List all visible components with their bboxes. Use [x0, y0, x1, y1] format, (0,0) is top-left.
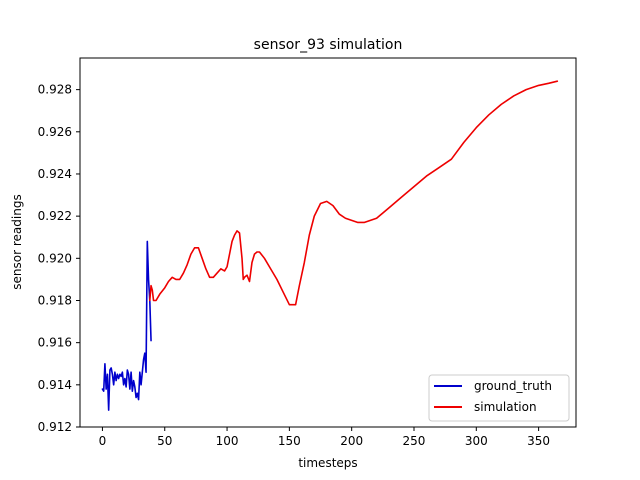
x-tick-label: 200	[340, 434, 363, 448]
y-tick-label: 0.918	[38, 293, 72, 307]
y-tick-label: 0.914	[38, 378, 72, 392]
y-tick-label: 0.926	[38, 125, 72, 139]
x-axis-ticks: 0 50 100 150 200 250 300 350	[99, 427, 550, 448]
series-line-simulation	[148, 80, 559, 306]
series-line-ground-truth	[101, 240, 152, 411]
x-tick-label: 150	[278, 434, 301, 448]
x-tick-label: 350	[527, 434, 550, 448]
y-axis-ticks: 0.912 0.914 0.916 0.918 0.920 0.922 0.924 0.926…	[38, 83, 80, 434]
legend-box	[428, 374, 570, 422]
x-tick-label: 250	[403, 434, 426, 448]
chart-title: sensor_93 simulation	[254, 37, 403, 53]
y-tick-label: 0.920	[38, 251, 72, 265]
legend-label-ground-truth: ground_truth	[474, 379, 552, 393]
y-tick-label: 0.916	[38, 336, 72, 350]
legend: ground_truth simulation	[428, 374, 570, 422]
y-tick-label: 0.924	[38, 167, 72, 181]
x-tick-label: 300	[465, 434, 488, 448]
x-tick-label: 100	[216, 434, 239, 448]
plot-frame	[79, 57, 577, 428]
y-tick-label: 0.912	[38, 420, 72, 434]
y-tick-label: 0.928	[38, 83, 72, 97]
y-axis-label: sensor readings	[10, 194, 24, 289]
y-tick-label: 0.922	[38, 209, 72, 223]
series-layer	[101, 80, 559, 411]
x-tick-label: 0	[99, 434, 107, 448]
x-tick-label: 50	[157, 434, 172, 448]
legend-label-simulation: simulation	[474, 400, 537, 414]
x-axis-label: timesteps	[298, 456, 357, 470]
plot-area	[80, 58, 576, 427]
